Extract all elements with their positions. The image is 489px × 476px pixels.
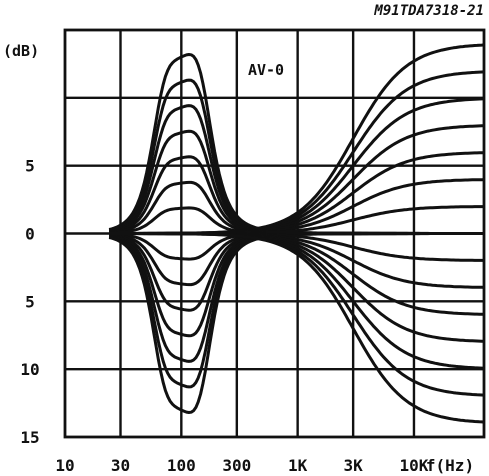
y-tick-label: 5 [25,157,35,176]
x-tick-label: 30 [111,456,130,475]
x-tick-label: 100 [167,456,196,475]
gain-annotation: AV-0 [248,61,284,79]
x-tick-label: 10K [400,456,429,475]
x-tick-label: 3K [344,456,364,475]
y-tick-label: 15 [20,428,39,447]
y-tick-labels: 5 0 5 10 15 [20,157,39,447]
chart-reference-code: M91TDA7318-21 [373,3,484,19]
y-tick-label: 5 [25,292,35,311]
x-tick-labels: 10 30 100 300 1K 3K 10K [55,456,428,475]
x-axis-label: f(Hz) [426,456,474,475]
x-tick-label: 1K [288,456,308,475]
y-axis-label: (dB) [3,42,39,60]
x-tick-label: 10 [55,456,74,475]
y-tick-label: 10 [20,360,39,379]
x-tick-label: 300 [222,456,251,475]
y-tick-label: 0 [25,225,35,244]
